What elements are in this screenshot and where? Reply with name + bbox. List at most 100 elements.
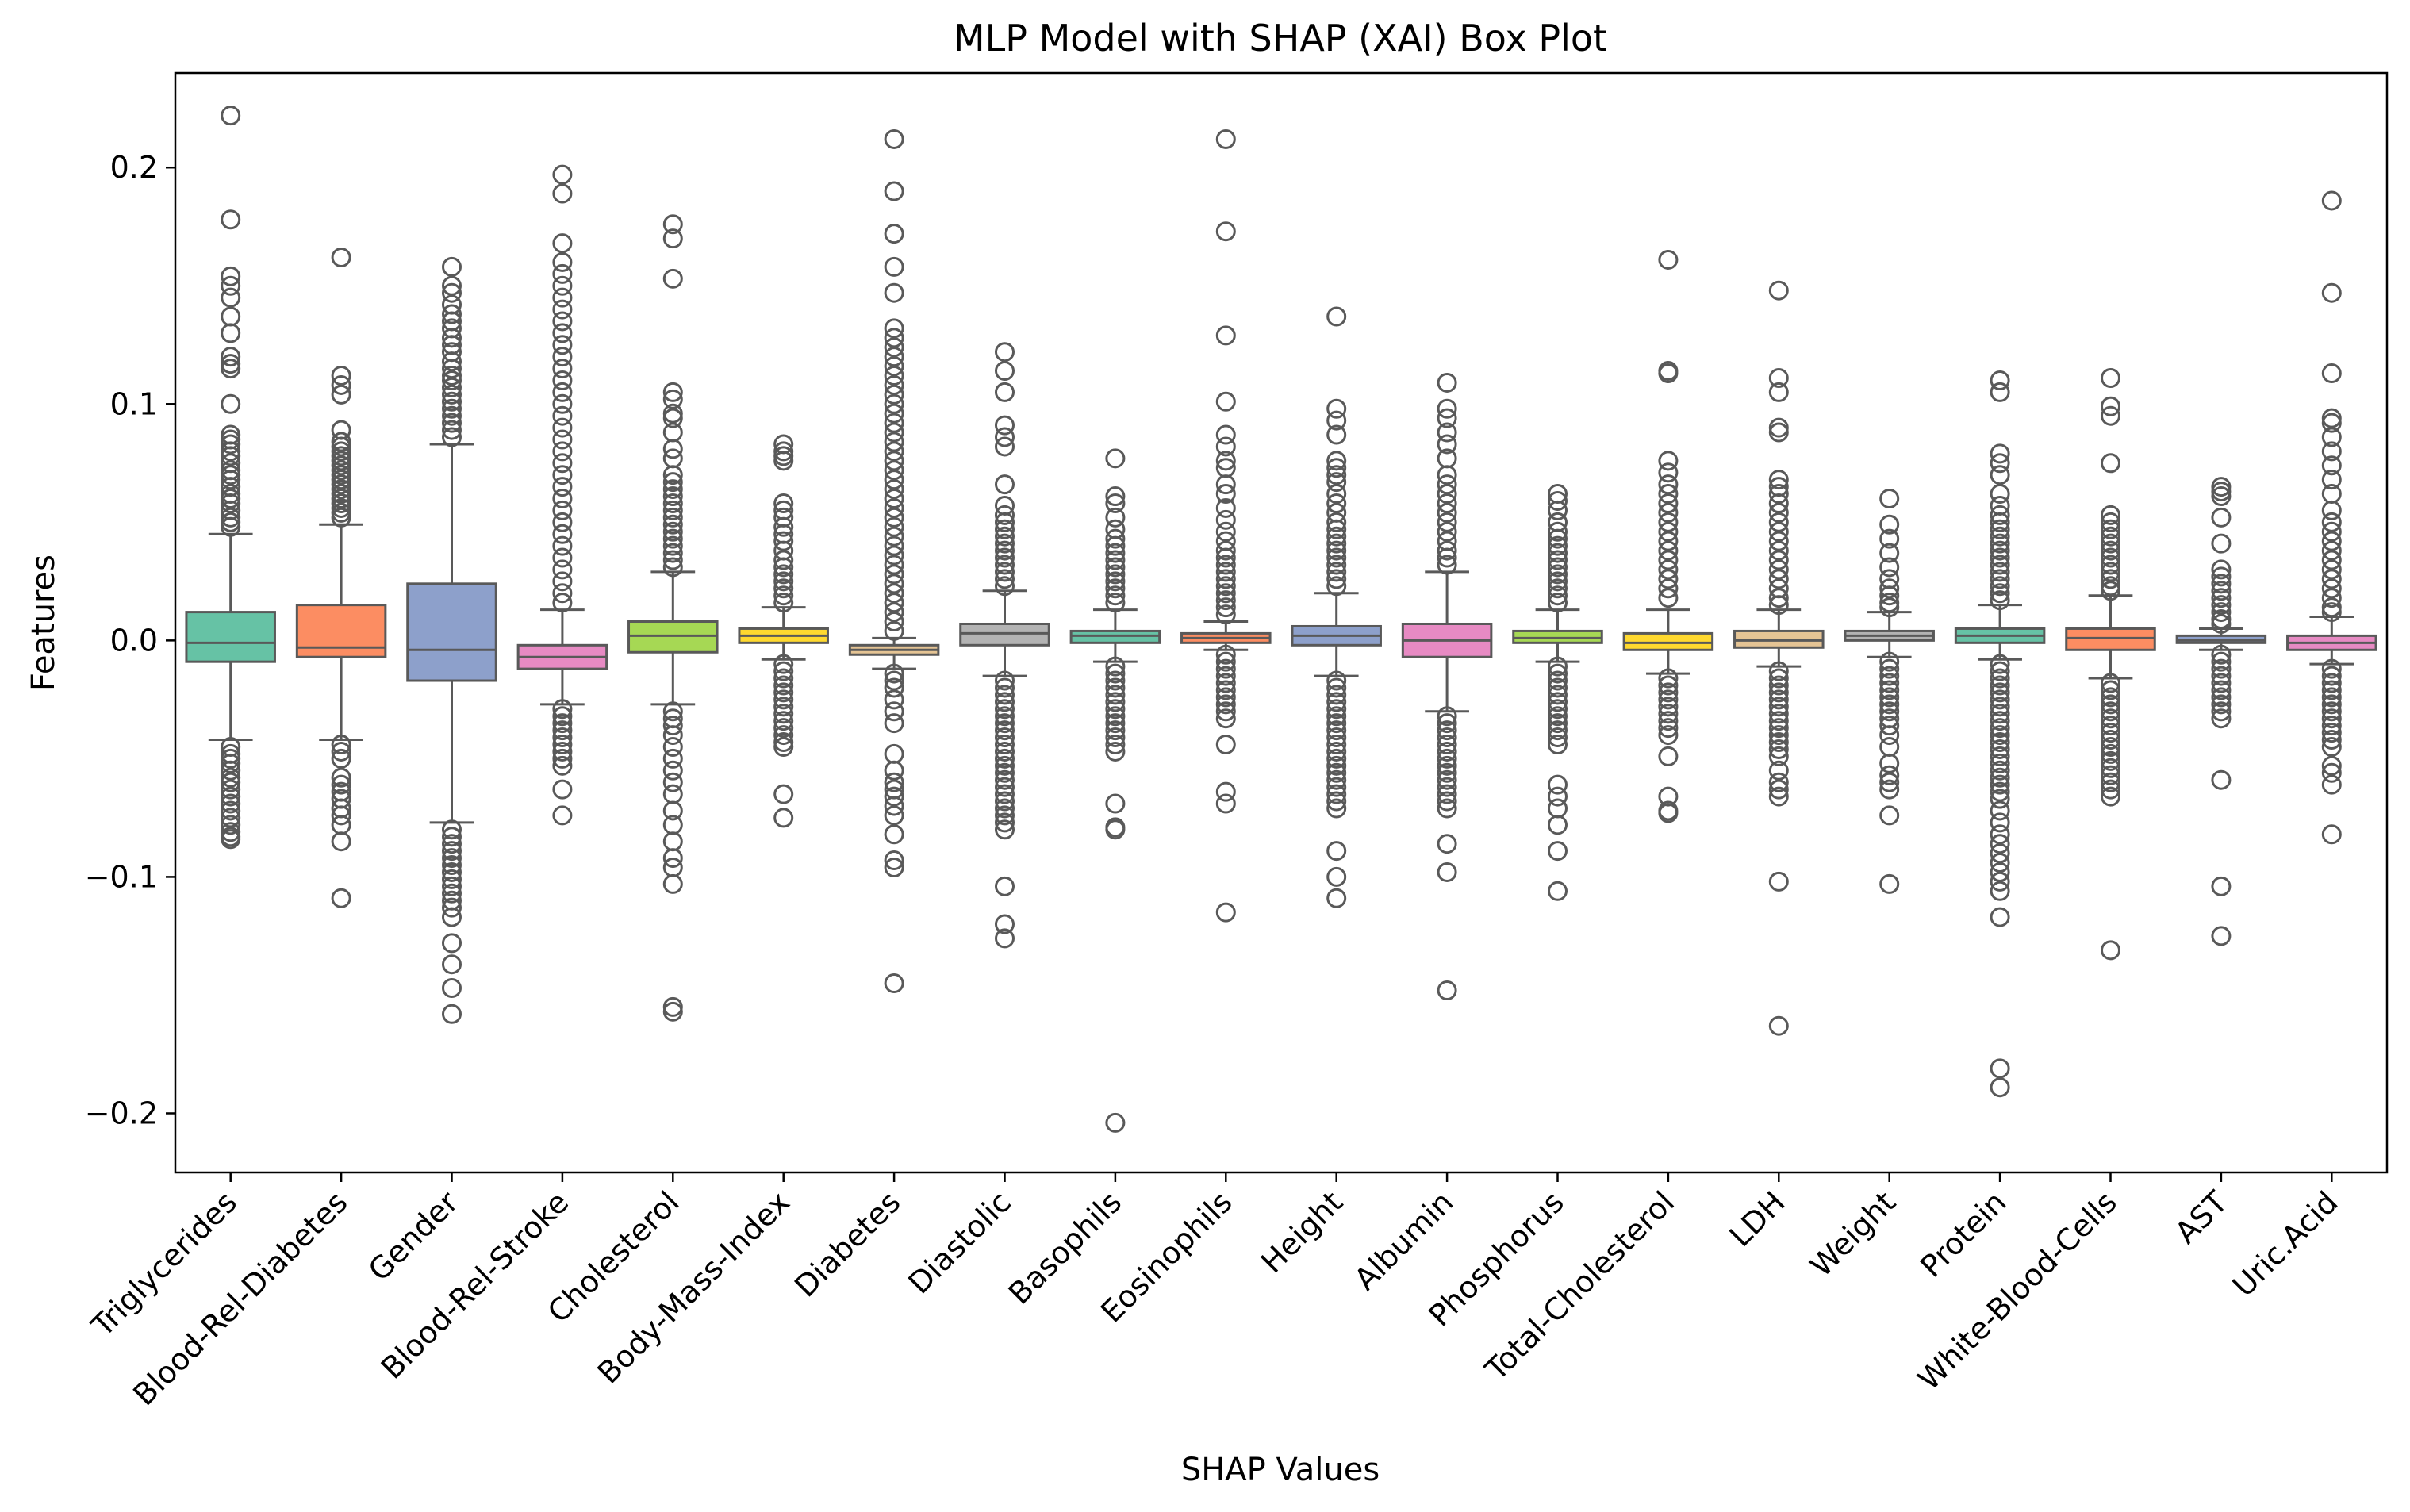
outlier-point	[1326, 458, 1347, 478]
outlier-point	[1879, 578, 1900, 599]
outlier-point	[1879, 557, 1900, 578]
outlier-point	[552, 287, 573, 308]
outlier-point	[662, 873, 683, 894]
outlier-point	[884, 760, 904, 781]
outlier-point	[2321, 363, 2342, 384]
outlier-point	[995, 791, 1015, 812]
outlier-point	[1105, 706, 1126, 727]
outlier-point	[1326, 769, 1347, 790]
outlier-point	[1990, 661, 2010, 681]
outlier-point	[1326, 540, 1347, 561]
outlier-point	[1105, 528, 1126, 549]
outlier-point	[331, 489, 351, 509]
outlier-point	[2101, 396, 2120, 416]
outlier-point	[1548, 727, 1568, 748]
outlier-point	[1990, 881, 2010, 901]
chart-marks	[185, 106, 2377, 1133]
outlier-point	[1990, 555, 2010, 575]
outlier-point	[1437, 408, 1457, 428]
outlier-point	[2321, 441, 2342, 462]
outlier-point	[2101, 680, 2120, 700]
outlier-point	[884, 489, 904, 509]
outlier-point	[1548, 841, 1568, 862]
outlier-point	[1105, 735, 1126, 755]
outlier-point	[995, 555, 1015, 575]
outlier-point	[221, 209, 241, 230]
outlier-point	[1548, 699, 1568, 720]
outlier-point	[884, 366, 904, 386]
outlier-point	[2101, 555, 2120, 575]
outlier-point	[552, 465, 573, 485]
outlier-point	[884, 318, 904, 339]
outlier-point	[1990, 1058, 2010, 1079]
outlier-point	[221, 275, 241, 296]
outlier-point	[995, 474, 1015, 495]
outlier-point	[2211, 566, 2232, 587]
outlier-point	[331, 436, 351, 457]
outlier-point	[1326, 713, 1347, 734]
outlier-point	[1437, 777, 1457, 797]
outlier-point	[1990, 583, 2010, 604]
outlier-point	[1879, 585, 1900, 606]
outlier-point	[2101, 533, 2120, 554]
outlier-point	[1990, 732, 2010, 753]
outlier-point	[1326, 685, 1347, 705]
outlier-point	[1990, 512, 2010, 532]
outlier-point	[1326, 576, 1347, 597]
outlier-point	[1326, 741, 1347, 762]
outlier-point	[1105, 677, 1126, 698]
outlier-point	[1437, 493, 1457, 513]
outlier-point	[1879, 658, 1900, 679]
outlier-point	[2101, 405, 2120, 426]
outlier-point	[1768, 732, 1789, 753]
outlier-point	[1548, 670, 1568, 691]
outlier-point	[1215, 562, 1236, 582]
outlier-point	[1658, 711, 1679, 731]
outlier-point	[1879, 753, 1900, 773]
outlier-point	[1215, 793, 1236, 814]
outlier-point	[442, 282, 462, 303]
outlier-point	[884, 422, 904, 443]
outlier-point	[552, 524, 573, 544]
outlier-point	[1990, 519, 2010, 539]
outlier-point	[1879, 687, 1900, 708]
box-group	[1291, 306, 1382, 908]
outlier-point	[884, 574, 904, 594]
outlier-point	[884, 857, 904, 877]
outlier-point	[773, 564, 794, 585]
outlier-point	[442, 413, 462, 433]
outlier-point	[2101, 758, 2120, 778]
outlier-point	[442, 420, 462, 440]
outlier-point	[1105, 578, 1126, 599]
outlier-point	[552, 417, 573, 438]
outlier-point	[331, 831, 351, 852]
outlier-point	[2321, 470, 2342, 490]
outlier-point	[1326, 735, 1347, 755]
outlier-point	[1105, 593, 1126, 613]
outlier-point	[221, 808, 241, 828]
outlier-point	[442, 398, 462, 419]
outlier-point	[1326, 451, 1347, 471]
outlier-point	[884, 516, 904, 537]
outlier-point	[552, 571, 573, 592]
outlier-point	[1548, 786, 1568, 807]
outlier-point	[1658, 550, 1679, 570]
outlier-point	[221, 748, 241, 769]
outlier-point	[995, 784, 1015, 804]
outlier-point	[884, 374, 904, 395]
outlier-point	[1437, 748, 1457, 769]
outlier-point	[331, 432, 351, 452]
outlier-point	[884, 545, 904, 566]
outlier-point	[1768, 746, 1789, 766]
outlier-point	[1548, 578, 1568, 599]
outlier-point	[995, 526, 1015, 547]
outlier-point	[1437, 862, 1457, 882]
outlier-point	[884, 689, 904, 710]
outlier-point	[1658, 803, 1679, 823]
outlier-point	[884, 796, 904, 816]
outlier-point	[773, 718, 794, 739]
outlier-point	[1990, 725, 2010, 746]
outlier-point	[552, 393, 573, 414]
outlier-point	[2321, 680, 2342, 700]
outlier-point	[1215, 451, 1236, 471]
